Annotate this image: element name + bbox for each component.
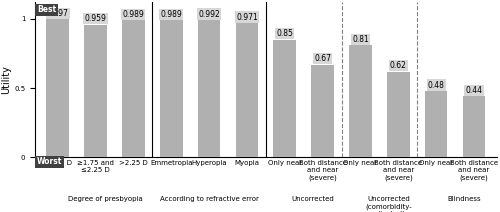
- Bar: [349, 45, 372, 158]
- Text: 0.989: 0.989: [122, 10, 144, 19]
- Text: Degree of presbyopia: Degree of presbyopia: [68, 196, 142, 202]
- Bar: [84, 25, 107, 158]
- Text: 0.85: 0.85: [276, 29, 293, 38]
- Text: 0.971: 0.971: [236, 13, 258, 22]
- Text: 0.48: 0.48: [428, 81, 444, 89]
- Bar: [160, 20, 182, 158]
- Bar: [236, 23, 258, 158]
- Text: Uncorrected
(comorbidity-
adjusted): Uncorrected (comorbidity- adjusted): [366, 196, 412, 212]
- Bar: [425, 91, 448, 158]
- Bar: [312, 65, 334, 158]
- Bar: [46, 19, 69, 158]
- Y-axis label: Utility: Utility: [2, 66, 12, 94]
- Text: 0.997: 0.997: [47, 9, 68, 18]
- Text: Uncorrected: Uncorrected: [292, 196, 335, 202]
- Text: 0.67: 0.67: [314, 54, 331, 63]
- Text: 0.959: 0.959: [84, 14, 106, 23]
- Text: 0.81: 0.81: [352, 35, 369, 44]
- Bar: [274, 40, 296, 158]
- Bar: [387, 71, 409, 158]
- Text: 0.992: 0.992: [198, 10, 220, 19]
- Text: Worst: Worst: [37, 157, 62, 166]
- Text: 0.989: 0.989: [160, 10, 182, 19]
- Bar: [198, 20, 220, 158]
- Text: Best: Best: [37, 5, 56, 14]
- Text: 0.44: 0.44: [466, 86, 482, 95]
- Text: According to refractive error: According to refractive error: [160, 196, 258, 202]
- Text: Blindness: Blindness: [448, 196, 482, 202]
- Bar: [122, 20, 145, 158]
- Bar: [462, 96, 485, 158]
- Text: 0.62: 0.62: [390, 61, 406, 70]
